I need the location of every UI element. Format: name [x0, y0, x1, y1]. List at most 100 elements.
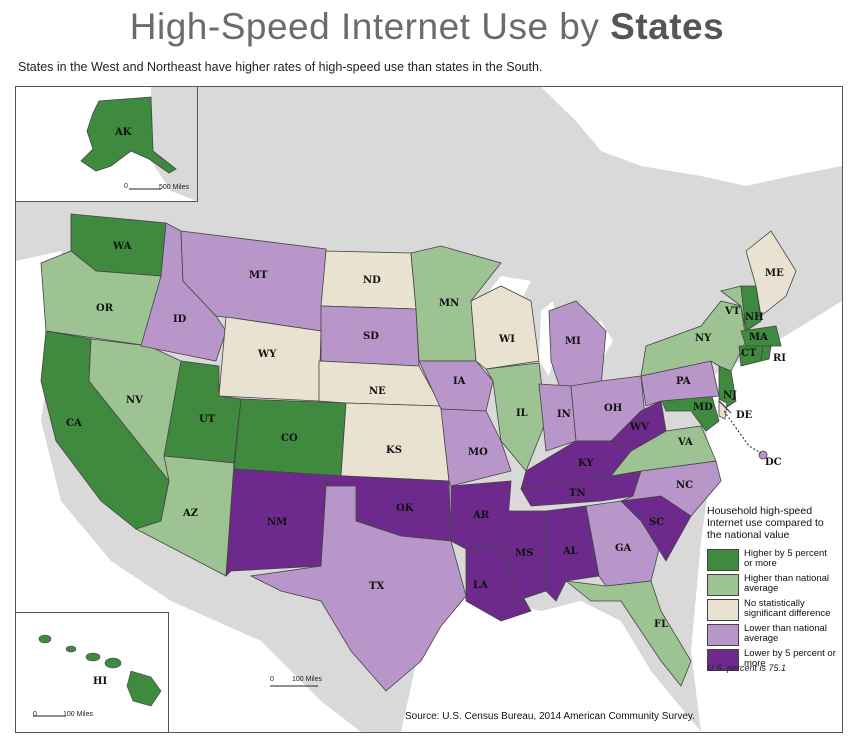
legend-swatch-nodiff	[707, 599, 739, 621]
state-label-mn: MN	[439, 298, 459, 309]
state-fl	[564, 580, 692, 687]
state-wv	[610, 400, 667, 452]
state-label-tx: TX	[369, 581, 384, 592]
state-label-nc: NC	[676, 480, 693, 491]
legend-item-higher: Higher than national average	[707, 574, 837, 596]
state-label-wy: WY	[257, 349, 277, 360]
state-ia	[418, 360, 494, 412]
state-label-de: DE	[736, 410, 753, 421]
legend-swatch-lower5	[707, 649, 739, 671]
legend-label-lower: Lower than national average	[744, 623, 827, 644]
state-label-mi: MI	[565, 336, 581, 347]
state-label-ms: MS	[515, 548, 533, 559]
hawaii-inset-bg	[16, 613, 168, 732]
state-label-nm: NM	[267, 517, 287, 528]
legend-item-nodiff: No statistically significant difference	[707, 599, 837, 621]
main-scale-label: 100 Miles	[292, 676, 322, 683]
page-title: High-Speed Internet Use by States	[0, 6, 854, 48]
state-label-ca: CA	[66, 418, 82, 429]
state-label-ri: RI	[773, 353, 786, 364]
state-label-az: AZ	[182, 508, 198, 519]
state-label-ia: IA	[453, 376, 466, 387]
de-leader-line	[718, 400, 732, 414]
state-label-mo: MO	[468, 447, 488, 458]
legend-swatch-higher	[707, 574, 739, 596]
state-de	[718, 398, 728, 420]
state-label-ar: AR	[472, 510, 490, 521]
hawaii-scale-zero: 0	[33, 711, 37, 718]
state-hi	[38, 634, 162, 707]
legend-swatch-higher5	[707, 549, 739, 571]
hawaii-scale-label: 100 Miles	[63, 711, 93, 718]
state-label-hi: HI	[93, 676, 107, 687]
state-label-pa: PA	[676, 376, 691, 387]
state-label-ok: OK	[396, 503, 414, 514]
dc-leader-line	[723, 410, 762, 454]
state-me	[745, 230, 797, 317]
title-main: High-Speed Internet Use by	[129, 6, 611, 47]
state-label-ks: KS	[386, 445, 402, 456]
state-label-layer: WA OR CA NV ID MT WY UT AZ CO NM ND SD NE KS OK TX MN IA MO…	[66, 241, 786, 630]
state-label-ky: KY	[578, 458, 594, 469]
state-label-or: OR	[96, 303, 114, 314]
state-label-sd: SD	[363, 331, 379, 342]
pacific-ocean-water	[16, 251, 361, 732]
legend-title: Household high-speed Internet use compar…	[707, 505, 824, 541]
main-scale-zero: 0	[270, 676, 274, 683]
state-label-al: AL	[562, 546, 578, 557]
legend-label-lower5: Lower by 5 percent or more	[744, 648, 836, 669]
alaska-inset: AK 0 500 Miles	[15, 86, 198, 202]
legend-item-lower: Lower than national average	[707, 624, 837, 646]
state-label-me: ME	[765, 268, 784, 279]
state-label-nj: NJ	[723, 390, 737, 401]
legend-label-higher: Higher than national average	[744, 573, 830, 594]
state-label-vt: VT	[724, 306, 741, 317]
state-tx	[249, 485, 467, 692]
main-scale-bar	[270, 685, 318, 687]
state-label-il: IL	[516, 408, 528, 419]
alaska-scale-label: 500 Miles	[159, 184, 189, 191]
state-label-wv: WV	[629, 422, 649, 433]
state-label-fl: FL	[654, 619, 668, 630]
state-ak	[80, 96, 177, 174]
source-note: Source: U.S. Census Bureau, 2014 America…	[405, 711, 695, 722]
state-label-ct: CT	[741, 348, 757, 359]
state-label-tn: TN	[569, 488, 586, 499]
hawaii-inset: HI 0 100 Miles	[15, 612, 169, 733]
state-ny	[640, 300, 747, 377]
state-ks	[340, 402, 450, 482]
hawaii-inset-svg: HI	[16, 613, 168, 732]
state-label-ne: NE	[369, 386, 386, 397]
state-label-mt: MT	[249, 270, 268, 281]
state-label-ak: AK	[114, 127, 132, 138]
state-label-ut: UT	[199, 414, 216, 425]
state-mo	[440, 408, 512, 487]
alaska-inset-svg: AK	[16, 87, 197, 201]
state-label-nh: NH	[745, 312, 764, 323]
legend-label-nodiff: No statistically significant difference	[744, 598, 831, 619]
state-label-nv: NV	[126, 395, 143, 406]
state-label-md: MD	[693, 402, 713, 413]
state-nm	[225, 468, 327, 578]
state-label-ny: NY	[695, 333, 712, 344]
legend-swatch-lower	[707, 624, 739, 646]
title-bold: States	[610, 6, 725, 47]
hudson-bay-water	[541, 87, 842, 186]
state-wi	[470, 285, 540, 370]
state-label-ga: GA	[615, 543, 632, 554]
state-label-wi: WI	[498, 334, 515, 345]
state-ma	[740, 325, 782, 347]
state-label-wa: WA	[112, 241, 132, 252]
alaska-scale-zero: 0	[124, 183, 128, 190]
state-label-in: IN	[557, 409, 571, 420]
legend-item-higher5: Higher by 5 percent or more	[707, 549, 837, 571]
state-label-nd: ND	[363, 275, 381, 286]
canada-land	[151, 87, 197, 201]
state-label-ma: MA	[749, 332, 768, 343]
legend-note: U.S. percent is 75.1	[707, 663, 787, 673]
state-label-dc: DC	[765, 457, 782, 468]
legend-label-higher5: Higher by 5 percent or more	[744, 548, 827, 569]
state-label-co: CO	[281, 433, 298, 444]
gulf-of-mexico-water	[401, 591, 701, 732]
state-label-id: ID	[173, 314, 187, 325]
